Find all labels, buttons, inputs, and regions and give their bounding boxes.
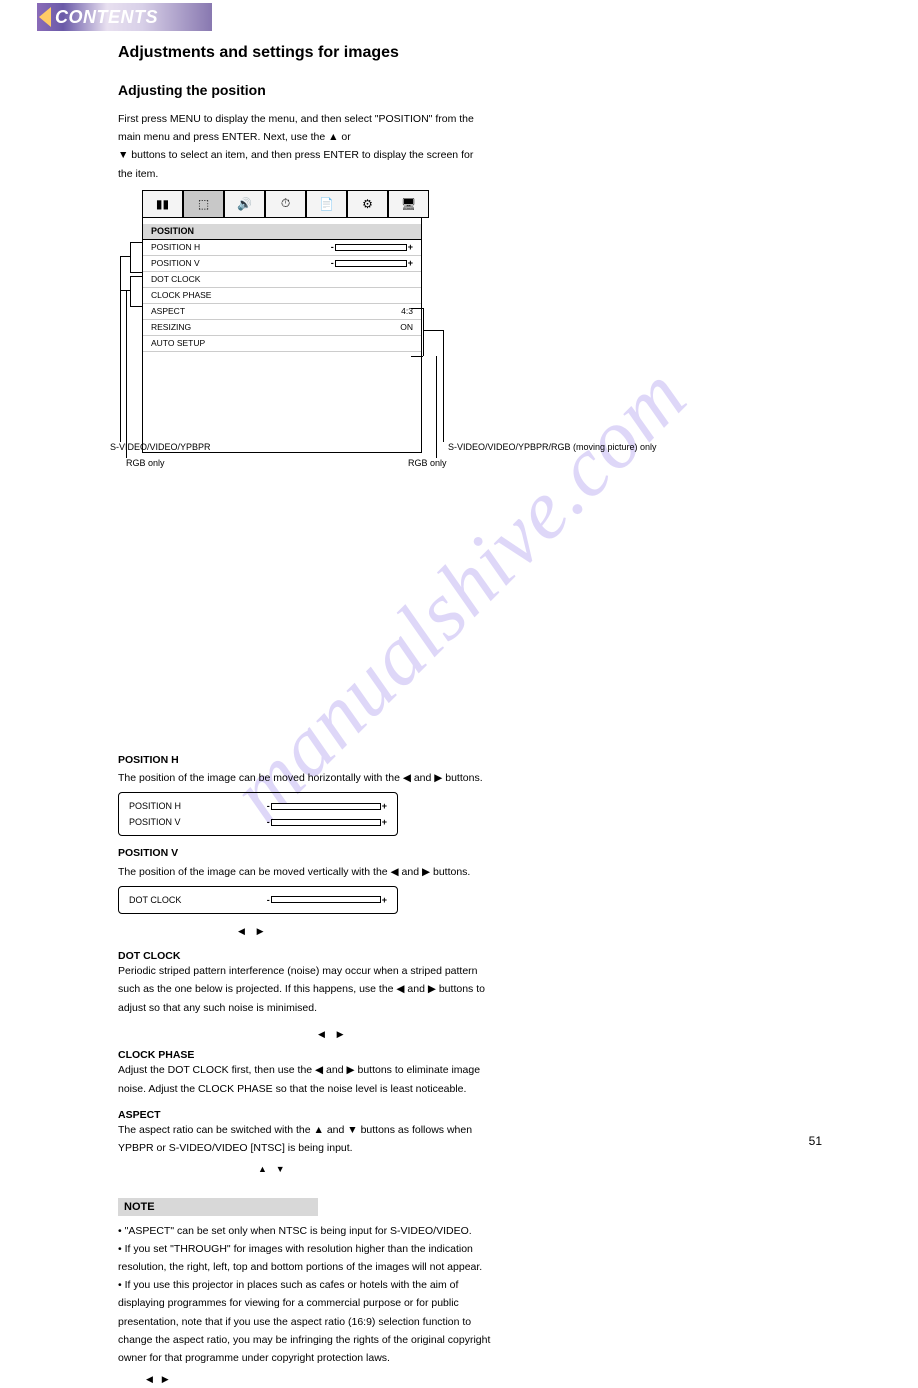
panel-row-dot-clock: DOT CLOCK <box>143 272 421 288</box>
tab-position-icon[interactable]: ⬚ <box>183 190 224 218</box>
under-slider-arrows <box>238 924 822 939</box>
clock-phase-body: Adjust the DOT CLOCK first, then use the… <box>118 1063 822 1096</box>
panel-row-auto-setup: AUTO SETUP <box>143 336 421 352</box>
pos-v-desc: The position of the image can be moved v… <box>118 865 822 880</box>
section-title: Adjusting the position <box>118 82 822 98</box>
aspect-body: The aspect ratio can be switched with th… <box>118 1123 822 1156</box>
intro-text: First press MENU to display the menu, an… <box>118 112 822 182</box>
pos-h-title: POSITION H <box>118 753 822 768</box>
tab-picture-icon[interactable]: ▮▮ <box>142 190 183 218</box>
panel-header: POSITION <box>143 224 421 240</box>
panel-row-clock-phase: CLOCK PHASE <box>143 288 421 304</box>
tab-option-icon[interactable]: ⚙ <box>347 190 388 218</box>
clock-phase-title: CLOCK PHASE <box>118 1048 822 1063</box>
dot-clock-body: Periodic striped pattern interference (n… <box>118 964 822 1016</box>
page-header: Adjustments and settings for images <box>118 44 822 62</box>
standalone-slider-dot: DOT CLOCK -+ <box>118 886 398 914</box>
panel-row-position-v: POSITION V -+ <box>143 256 421 272</box>
pos-h-desc: The position of the image can be moved h… <box>118 771 822 786</box>
dot-clock-title: DOT CLOCK <box>118 949 822 964</box>
standalone-slider-hv: POSITION H -+ POSITION V -+ <box>118 792 398 836</box>
note-header: NOTE <box>118 1198 318 1216</box>
pos-v-title: POSITION V <box>118 846 822 861</box>
callout-svideo2: S-VIDEO/VIDEO/YPBPR/RGB (moving picture)… <box>448 442 668 453</box>
note-arrows <box>146 1372 822 1387</box>
panel-row-resizing: RESIZING ON <box>143 320 421 336</box>
tab-network-icon[interactable]: 🖥 <box>388 190 429 218</box>
tab-audio-icon[interactable]: 🔊 <box>224 190 265 218</box>
menu-tabs: ▮▮ ⬚ 🔊 ⏱ 📄 ⚙ 🖥 <box>142 190 822 218</box>
dot-clock-arrows <box>318 1027 822 1042</box>
tab-language-icon[interactable]: 📄 <box>306 190 347 218</box>
menu-panel-wrap: ▮▮ ⬚ 🔊 ⏱ 📄 ⚙ 🖥 POSITION POSITION H -+ PO… <box>118 190 822 453</box>
note-body: • "ASPECT" can be set only when NTSC is … <box>118 1224 822 1367</box>
aspect-arrows <box>258 1162 822 1177</box>
panel-row-aspect: ASPECT 4:3 <box>143 304 421 320</box>
tab-clock-icon[interactable]: ⏱ <box>265 190 306 218</box>
panel-row-position-h: POSITION H -+ <box>143 240 421 256</box>
menu-panel: POSITION POSITION H -+ POSITION V -+ DOT… <box>142 218 422 453</box>
aspect-title: ASPECT <box>118 1108 822 1123</box>
